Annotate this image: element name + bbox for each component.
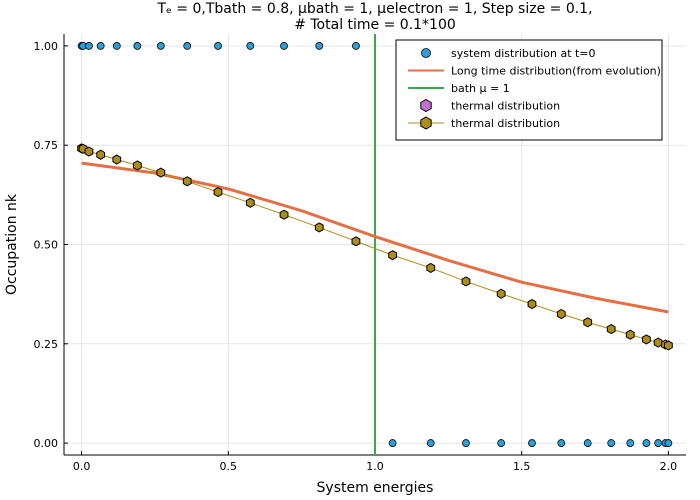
system-distribution-point <box>426 439 435 447</box>
thermal-distribution-point <box>388 250 397 261</box>
system-distribution-point <box>528 439 536 447</box>
thermal-distribution-point <box>606 324 616 335</box>
system-distribution-point <box>388 439 397 447</box>
plot-series <box>77 34 673 455</box>
y-tick-label: 1.00 <box>34 40 59 53</box>
x-tick-label: 0.5 <box>220 460 238 473</box>
chart-title: Tₑ = 0,Tbath = 0.8, μbath = 1, μelectron… <box>156 1 592 33</box>
y-tick-label: 0.50 <box>34 239 59 252</box>
system-distribution-point <box>557 439 566 447</box>
x-tick-label: 1.5 <box>513 460 531 473</box>
system-distribution-point <box>654 439 663 447</box>
x-axis-ticks: 0.0 0.5 1.0 1.5 2.0 <box>73 451 677 473</box>
thermal-distribution-point <box>96 149 106 160</box>
thermal-distribution-point <box>461 276 471 287</box>
y-tick-label: 0.25 <box>34 338 59 351</box>
thermal-distribution-point <box>527 299 537 310</box>
thermal-distribution-point <box>653 337 663 348</box>
legend-marker-system <box>421 48 431 58</box>
system-distribution-point <box>112 42 121 50</box>
legend-marker-thermal-line <box>420 116 432 130</box>
system-distribution-point <box>96 42 105 50</box>
thermal-distribution-point <box>112 154 122 165</box>
thermal-distribution-point <box>351 236 361 247</box>
title-line-1: Tₑ = 0,Tbath = 0.8, μbath = 1, μelectron… <box>156 1 592 17</box>
thermal-distribution-point <box>556 308 566 320</box>
legend-marker-thermal <box>420 98 432 113</box>
x-tick-label: 1.0 <box>366 460 384 473</box>
system-distribution-point <box>246 42 255 50</box>
system-distribution-point <box>583 439 592 447</box>
legend-label: system distribution at t=0 <box>451 47 596 60</box>
thermal-distribution-point <box>279 209 289 220</box>
y-tick-label: 0.00 <box>34 437 59 450</box>
legend-label: thermal distribution <box>451 100 560 113</box>
thermal-distribution-point <box>314 222 324 233</box>
y-axis-ticks: 0.00 0.25 0.50 0.75 1.00 <box>34 40 68 450</box>
thermal-distribution-point <box>84 146 94 157</box>
thermal-distribution-point <box>182 176 192 187</box>
thermal-distribution-point <box>496 288 506 299</box>
x-tick-label: 2.0 <box>660 460 678 473</box>
y-axis-label: Occupation nk <box>4 193 20 295</box>
title-line-2: # Total time = 0.1*100 <box>294 17 456 33</box>
thermal-distribution-point <box>625 329 635 340</box>
system-distribution-point <box>497 439 506 447</box>
x-tick-label: 0.0 <box>73 460 91 473</box>
system-distribution-point <box>642 439 651 447</box>
system-distribution-point <box>156 42 165 50</box>
y-tick-label: 0.75 <box>34 139 59 152</box>
thermal-distribution-point <box>641 334 651 345</box>
legend-label: thermal distribution <box>451 117 560 130</box>
thermal-distribution-point <box>245 197 255 208</box>
x-axis-label: System energies <box>317 480 434 496</box>
thermal-distribution-point <box>664 340 673 351</box>
system-distribution-point <box>626 439 635 447</box>
thermal-distribution-point <box>583 317 593 328</box>
system-distribution-point <box>133 42 142 50</box>
legend-label: bath μ = 1 <box>451 82 510 95</box>
system-distribution-point <box>280 42 288 50</box>
system-distribution-point <box>607 439 616 447</box>
legend-label: Long time distribution(from evolution) <box>451 65 661 78</box>
system-distribution-point <box>315 42 324 50</box>
system-distribution-point <box>352 42 360 50</box>
thermal-distribution-point <box>426 262 436 274</box>
thermal-distribution-point <box>132 160 142 171</box>
thermal-distribution-point <box>213 186 223 198</box>
thermal-distribution-point <box>156 167 166 178</box>
legend: system distribution at t=0 Long time dist… <box>395 39 663 141</box>
system-distribution-point <box>214 42 222 50</box>
system-distribution-point <box>85 42 93 50</box>
system-distribution-point <box>462 439 470 447</box>
system-distribution-point <box>664 439 673 447</box>
system-distribution-point <box>183 42 192 50</box>
